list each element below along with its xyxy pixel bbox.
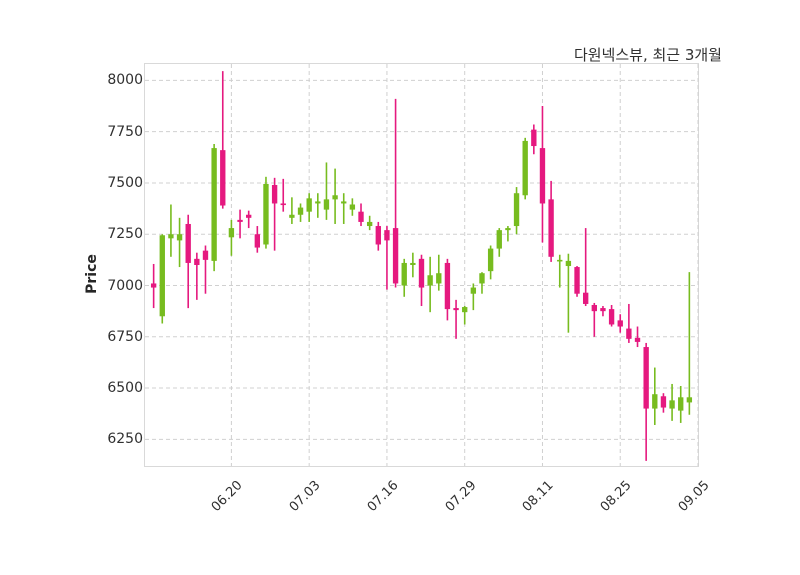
candle-body xyxy=(280,203,286,206)
candle-body xyxy=(418,258,425,288)
candles-group xyxy=(150,71,693,461)
y-tick-label: 7250 xyxy=(107,226,143,243)
candle-body xyxy=(401,262,407,286)
candle-body xyxy=(228,228,235,238)
candle-body xyxy=(505,228,511,231)
candle-body xyxy=(254,234,261,248)
y-tick-label: 8000 xyxy=(107,72,143,89)
candle-body xyxy=(427,275,433,286)
candle-body xyxy=(315,201,321,204)
candle-body xyxy=(349,204,356,210)
candle-body xyxy=(626,328,632,339)
candle-body xyxy=(678,397,684,411)
candle-body xyxy=(150,283,157,288)
candle-body xyxy=(211,148,217,261)
candle-body xyxy=(289,214,295,218)
candle-body xyxy=(202,250,209,260)
candle-body xyxy=(159,235,165,317)
candle-body xyxy=(531,129,537,147)
candle-body xyxy=(539,148,546,204)
candle-body xyxy=(410,262,416,265)
candle-body xyxy=(358,211,364,222)
candle-body xyxy=(652,394,658,409)
y-tick-label: 6500 xyxy=(107,380,143,397)
candle-body xyxy=(496,230,502,249)
y-tick-label: 7500 xyxy=(107,174,143,191)
candle-body xyxy=(246,214,252,218)
candle-body xyxy=(341,201,347,204)
candle-body xyxy=(669,400,675,409)
candle-body xyxy=(479,273,485,284)
candle-body xyxy=(522,140,528,196)
candle-body xyxy=(513,193,520,227)
candle-body xyxy=(660,396,667,408)
candle-body xyxy=(574,267,580,294)
candle-body xyxy=(176,234,183,241)
y-tick-label: 7750 xyxy=(107,123,143,140)
candle-body xyxy=(470,287,477,294)
candle-body xyxy=(565,260,572,267)
candle-body xyxy=(375,226,381,245)
candle-body xyxy=(323,199,330,210)
chart-title: 다원넥스뷰, 최근 3개월 xyxy=(573,46,722,64)
candle-body xyxy=(686,397,693,403)
y-tick-label: 6750 xyxy=(107,328,143,345)
candle-body xyxy=(634,337,641,342)
candle-body xyxy=(591,304,597,312)
candle-body xyxy=(263,183,269,245)
candle-body xyxy=(487,248,494,272)
candle-body xyxy=(436,273,442,284)
y-tick-label: 6250 xyxy=(107,431,143,448)
candle-body xyxy=(548,199,554,257)
candle-body xyxy=(297,207,304,215)
candle-body xyxy=(617,320,623,327)
candle-body xyxy=(220,150,226,206)
y-tick-label: 7000 xyxy=(107,277,143,294)
candle-body xyxy=(557,259,563,262)
candle-body xyxy=(462,307,468,313)
candle-body xyxy=(444,262,451,310)
candle-body xyxy=(600,308,606,312)
candle-body xyxy=(384,230,390,241)
candle-body xyxy=(237,219,243,222)
candle-body xyxy=(582,292,589,304)
candle-body xyxy=(185,223,191,263)
candle-body xyxy=(608,309,615,325)
candle-body xyxy=(306,198,312,212)
candle-body xyxy=(332,195,338,200)
candle-body xyxy=(168,234,174,239)
candle-body xyxy=(643,347,649,409)
candle-body xyxy=(392,228,399,284)
candle-body xyxy=(453,308,459,311)
candle-body xyxy=(271,185,278,204)
candle-body xyxy=(366,221,373,227)
candle-body xyxy=(194,258,200,265)
